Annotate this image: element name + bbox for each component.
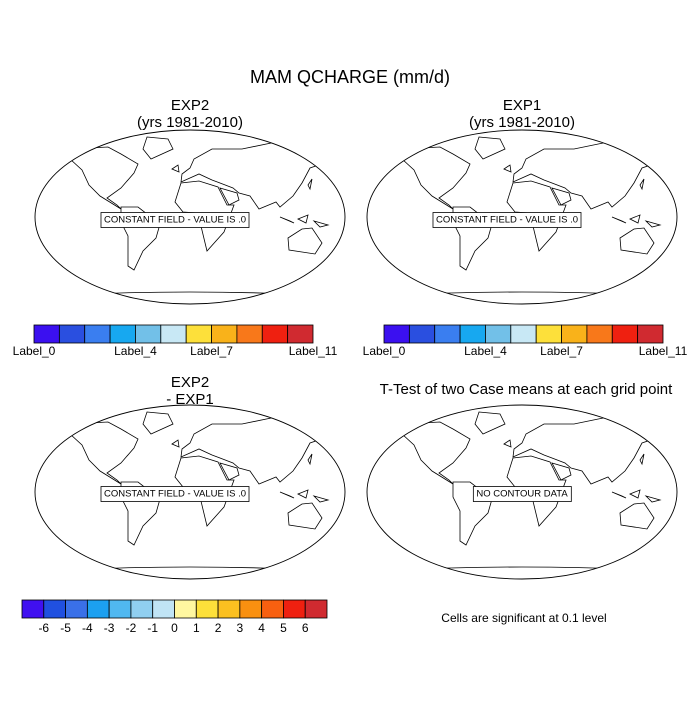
colorbar-box [130, 599, 154, 619]
message: CONSTANT FIELD - VALUE IS .0 [104, 215, 246, 226]
colorbar-box [217, 599, 241, 619]
colorbar-box [611, 324, 639, 344]
colorbar-label: -6 [38, 621, 49, 635]
colorbar-box [239, 599, 263, 619]
colorbar-box [236, 324, 263, 344]
colorbar-label: 1 [193, 621, 200, 635]
colorbar-box [109, 324, 136, 344]
colorbar-label: 0 [171, 621, 178, 635]
message: CONSTANT FIELD - VALUE IS .0 [104, 489, 246, 500]
colorbar-box [211, 324, 238, 344]
colorbar-box [261, 599, 284, 619]
colorbar-label: Label_7 [190, 344, 233, 358]
colorbar-box [637, 324, 664, 344]
colorbar-label: Label_11 [289, 344, 338, 358]
panel-title: EXP2 [171, 97, 209, 114]
panel-title: (yrs 1981-2010) [469, 114, 575, 131]
colorbar-box [33, 324, 60, 344]
colorbar-box [65, 599, 88, 619]
message-box [100, 212, 250, 228]
colorbar-label: -5 [60, 621, 71, 635]
colorbar-box [586, 324, 613, 344]
colorbar-label: 3 [237, 621, 244, 635]
colorbar-label: Label_0 [363, 344, 406, 358]
message: CONSTANT FIELD - VALUE IS .0 [436, 215, 578, 226]
colorbar-box [152, 599, 175, 619]
colorbar-box [108, 599, 132, 619]
colorbar-label: Label_7 [540, 344, 583, 358]
colorbar-box [84, 324, 111, 344]
colorbar-label: -4 [82, 621, 93, 635]
message-box [432, 212, 582, 228]
panel-title: - EXP1 [166, 391, 214, 408]
panel-title: EXP2 [171, 374, 209, 391]
colorbar-box [185, 324, 212, 344]
colorbar-label: Label_11 [639, 344, 688, 358]
colorbar-box [304, 599, 328, 619]
note: Cells are significant at 0.1 level [441, 611, 606, 625]
colorbar-label: -1 [147, 621, 158, 635]
colorbar-box [283, 599, 306, 619]
message-box [100, 486, 250, 502]
colorbar-box [287, 324, 314, 344]
colorbar-label: 4 [258, 621, 265, 635]
colorbar-box [510, 324, 537, 344]
colorbar-box [43, 599, 66, 619]
panel-title: (yrs 1981-2010) [137, 114, 243, 131]
colorbar-box [485, 324, 512, 344]
colorbar-box [459, 324, 486, 344]
colorbar-box [160, 324, 187, 344]
colorbar-label: -2 [126, 621, 137, 635]
colorbar-box [86, 599, 110, 619]
colorbar-label: 6 [302, 621, 309, 635]
colorbar-box [261, 324, 289, 344]
colorbar-box [58, 324, 86, 344]
colorbar-label: 2 [215, 621, 222, 635]
colorbar-label: Label_4 [464, 344, 507, 358]
colorbar-label: 5 [280, 621, 287, 635]
colorbar-label: Label_0 [13, 344, 56, 358]
colorbar-box [195, 599, 219, 619]
colorbar-box [21, 599, 45, 619]
panel-title: EXP1 [503, 97, 541, 114]
panel-title: T-Test of two Case means at each grid po… [380, 381, 673, 398]
colorbar-box [434, 324, 461, 344]
colorbar-box [135, 324, 162, 344]
colorbar-box [174, 599, 197, 619]
figure-title: MAM QCHARGE (mm/d) [250, 67, 450, 87]
message: NO CONTOUR DATA [476, 489, 568, 500]
colorbar-box [561, 324, 588, 344]
colorbar-label: Label_4 [114, 344, 157, 358]
colorbar-box [383, 324, 410, 344]
colorbar-label: -3 [104, 621, 115, 635]
message-box [472, 486, 572, 502]
colorbar-box [535, 324, 562, 344]
colorbar-box [408, 324, 436, 344]
